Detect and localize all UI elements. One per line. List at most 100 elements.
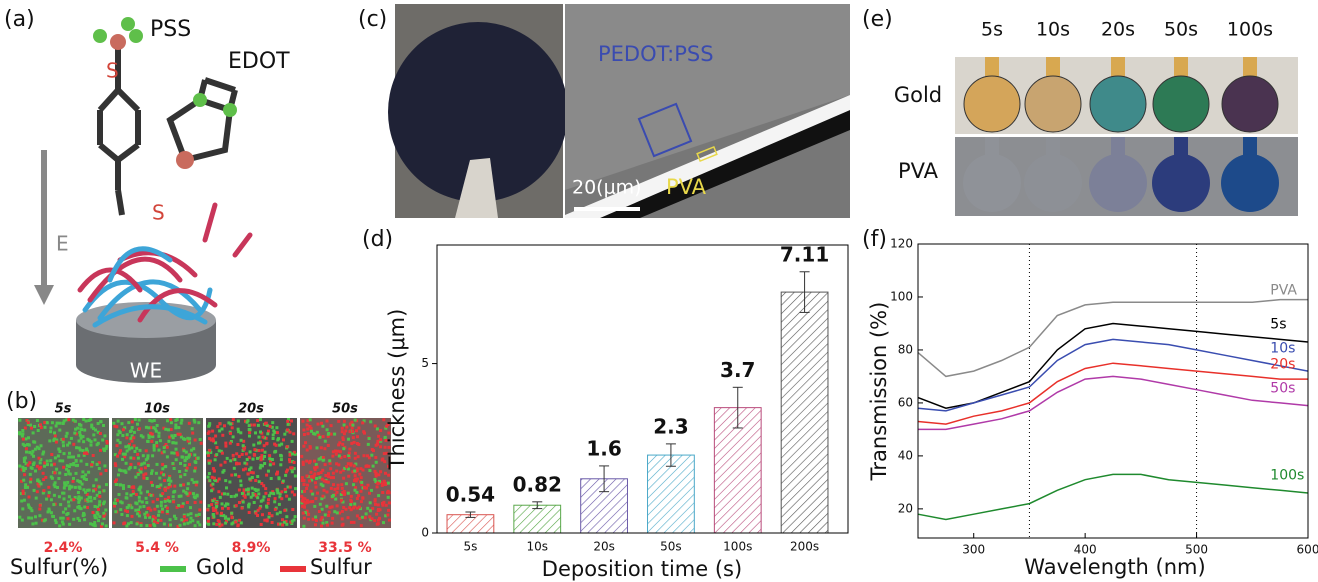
map-dot: [67, 456, 70, 459]
map-dot: [320, 446, 323, 449]
map-dot: [117, 420, 120, 423]
map-dot: [240, 484, 243, 487]
map-dot: [27, 516, 30, 519]
map-dot: [293, 461, 296, 464]
map-dot: [215, 505, 218, 508]
oxygen-atom: [193, 93, 207, 107]
map-dot: [185, 457, 188, 460]
oxygen-atom: [93, 29, 107, 43]
map-dot: [21, 507, 24, 510]
y-tick-label: 80: [898, 342, 913, 356]
map-dot: [287, 423, 290, 426]
y-tick-label: 100: [890, 289, 913, 303]
x-axis-label: Deposition time (s): [542, 557, 742, 581]
map-dot: [336, 487, 339, 490]
map-dot: [194, 467, 197, 470]
map-dot: [149, 509, 152, 512]
map-dot: [288, 498, 291, 501]
map-dot: [278, 503, 281, 506]
map-dot: [72, 456, 75, 459]
map-dot: [327, 475, 330, 478]
map-dot: [166, 510, 169, 513]
map-dot: [35, 497, 38, 500]
map-dot: [163, 523, 166, 526]
map-dot: [229, 442, 232, 445]
map-dot: [36, 490, 39, 493]
map-dot: [340, 483, 343, 486]
map-dot: [341, 427, 344, 430]
map-dot: [18, 465, 21, 468]
map-dot: [272, 462, 275, 465]
map-dot: [180, 518, 183, 521]
map-dot: [257, 492, 260, 495]
map-dot: [276, 472, 279, 475]
map-dot: [140, 434, 143, 437]
y-tick-label: 120: [890, 237, 913, 251]
map-dot: [72, 498, 75, 501]
map-dot: [184, 491, 187, 494]
map-dot: [58, 422, 61, 425]
map-dot: [260, 482, 263, 485]
map-dot: [302, 445, 305, 448]
map-dot: [90, 444, 93, 447]
map-dot: [62, 441, 65, 444]
bar: [514, 505, 561, 533]
map-dot: [72, 518, 75, 521]
map-dot: [63, 419, 66, 422]
map-dot: [169, 418, 172, 421]
x-tick-label: 100s: [723, 540, 752, 554]
map-dot: [323, 447, 326, 450]
map-dot: [268, 516, 271, 519]
map-dot: [103, 464, 106, 467]
map-dot: [123, 470, 126, 473]
map-dot: [177, 504, 180, 507]
map-dot: [140, 524, 143, 527]
map-dot: [35, 522, 38, 525]
map-dot: [320, 483, 323, 486]
map-dot: [341, 524, 344, 527]
map-dot: [273, 500, 276, 503]
map-dot: [178, 470, 181, 473]
y-tick-label: 40: [898, 448, 913, 462]
map-dot: [167, 479, 170, 482]
map-dot: [307, 513, 310, 516]
map-dot: [274, 497, 277, 500]
map-dot: [336, 491, 339, 494]
map-dot: [357, 455, 360, 458]
map-dot: [224, 442, 227, 445]
map-dot: [315, 477, 318, 480]
map-dot: [304, 441, 307, 444]
map-dot: [206, 451, 209, 454]
map-dot: [326, 428, 329, 431]
map-dot: [22, 438, 25, 441]
map-dot: [310, 427, 313, 430]
map-dot: [69, 473, 72, 476]
map-dot: [131, 515, 134, 518]
map-dot: [128, 448, 131, 451]
map-dot: [208, 504, 211, 507]
map-dot: [354, 457, 357, 460]
map-dot: [288, 458, 291, 461]
map-dot: [260, 458, 263, 461]
map-dot: [374, 456, 377, 459]
map-dot: [208, 424, 211, 427]
map-dot: [29, 480, 32, 483]
map-dot: [302, 420, 305, 423]
map-dot: [354, 452, 357, 455]
map-dot: [347, 475, 350, 478]
series-label: 100s: [1270, 468, 1304, 484]
x-tick-label: 600: [1297, 543, 1318, 557]
map-dot: [216, 512, 219, 515]
map-dot: [303, 506, 306, 509]
map-dot: [382, 521, 385, 524]
map-dot: [226, 493, 229, 496]
map-dot: [125, 492, 128, 495]
y-tick-label: 20: [898, 501, 913, 515]
map-dot: [138, 427, 141, 430]
map-dot: [98, 491, 101, 494]
map-dot: [221, 502, 224, 505]
oxygen-atom: [223, 103, 237, 117]
edot-label: EDOT: [228, 49, 290, 74]
map-dot: [253, 448, 256, 451]
map-dot: [96, 511, 99, 514]
